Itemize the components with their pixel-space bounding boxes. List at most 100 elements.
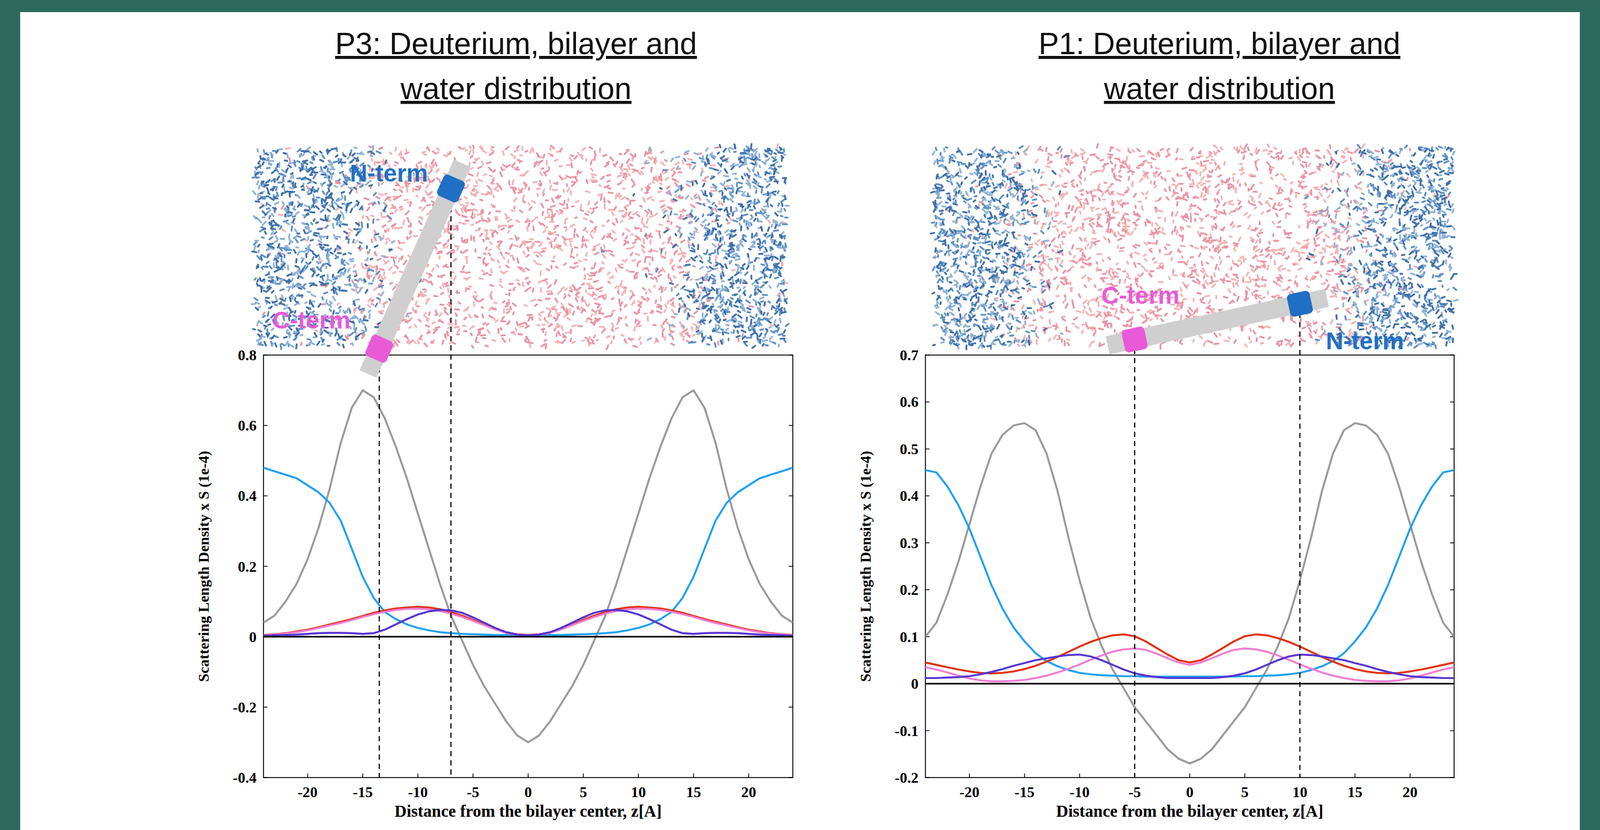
terminus-marker [435, 173, 467, 205]
series-line [925, 423, 1455, 764]
panel-title: P3: Deuterium, bilayer and water distribu… [334, 26, 698, 106]
x-tick [307, 773, 308, 778]
y-tick [788, 354, 793, 356]
x-tick-label: -5 [467, 784, 480, 801]
x-tick-label: 15 [1347, 784, 1363, 801]
x-tick-label: 20 [1402, 784, 1418, 801]
water-atoms [251, 145, 789, 348]
y-tick-label: 0.2 [900, 581, 920, 599]
panel: P3: Deuterium, bilayer and water distribu… [195, 26, 793, 821]
y-tick [1450, 730, 1455, 732]
x-tick [969, 773, 970, 778]
series-line [925, 648, 1455, 682]
term-marker-line [1299, 303, 1301, 778]
y-tick-label: -0.2 [232, 699, 257, 717]
x-tick [527, 773, 529, 778]
y-tick [925, 354, 930, 356]
y-tick [1450, 448, 1455, 450]
y-axis-title: Scattering Length Density x S (1e-4) [857, 450, 875, 683]
term-marker-line [450, 188, 452, 778]
x-tick [1079, 773, 1080, 778]
x-tick-label: 20 [741, 784, 757, 801]
panel-title: P1: Deuterium, bilayer andwater distribu… [1038, 26, 1401, 106]
y-tick-label: 0.1 [900, 629, 920, 646]
x-tick-label: -15 [352, 784, 374, 801]
y-tick [1450, 777, 1455, 778]
x-tick [417, 773, 419, 778]
terminus-label: C-term [1101, 281, 1180, 310]
y-tick [1450, 354, 1455, 356]
x-tick [693, 773, 694, 778]
x-axis-title: Distance from the bilayer center, z[A] [1056, 802, 1324, 821]
x-tick-label: 10 [1292, 784, 1308, 801]
y-tick [788, 424, 793, 426]
x-tick-label: 5 [579, 784, 587, 801]
slide-bg [20, 12, 1580, 830]
y-tick-label: -0.2 [894, 769, 919, 787]
x-tick [1354, 773, 1355, 778]
y-tick [263, 495, 268, 497]
x-tick [1024, 773, 1025, 778]
terminus-marker [1286, 290, 1315, 318]
y-axis-title: Scattering Length Density x S (1e-4) [195, 450, 213, 683]
x-tick [582, 773, 584, 778]
terminus-label: C-term [272, 306, 350, 334]
x-tick-label: -10 [407, 784, 428, 801]
y-tick-label: 0 [910, 675, 919, 693]
y-tick [1450, 401, 1455, 403]
zero-line [925, 683, 1455, 685]
x-tick-label: -10 [1069, 784, 1090, 801]
y-tick [1450, 542, 1455, 544]
y-tick [925, 495, 930, 497]
y-tick [925, 401, 930, 403]
y-tick-label: 0.4 [238, 487, 258, 505]
title-line: water distribution [400, 71, 632, 106]
y-tick [925, 542, 930, 544]
series-line [263, 608, 793, 636]
x-tick-label: 0 [524, 784, 533, 801]
y-tick [1450, 589, 1455, 591]
y-tick [788, 777, 793, 778]
series-line [925, 654, 1455, 679]
x-tick [748, 773, 749, 778]
y-tick [788, 706, 793, 708]
water-atoms [252, 144, 788, 349]
term-marker-line [378, 348, 380, 778]
frame-bg [0, 0, 1600, 830]
panel: P1: Deuterium, bilayer andwater distribu… [857, 26, 1458, 821]
series-line [925, 470, 1455, 677]
title-line: P3: Deuterium, bilayer and [334, 26, 698, 61]
x-tick [1244, 773, 1245, 778]
series-line [263, 467, 793, 635]
title-line: P1: Deuterium, bilayer and [1038, 26, 1401, 61]
y-tick-label: 0.5 [900, 441, 920, 458]
x-tick-label: 15 [686, 784, 702, 801]
y-tick [788, 495, 793, 497]
x-tick-label: -20 [959, 784, 980, 801]
x-tick [638, 773, 639, 778]
zero-line [263, 635, 793, 638]
water-atoms [252, 146, 789, 349]
plot-frame [263, 355, 793, 778]
x-tick-label: 5 [1241, 784, 1249, 801]
x-tick-label: -15 [1014, 784, 1035, 801]
y-tick [263, 566, 268, 567]
series-line [263, 390, 793, 743]
x-tick [1189, 773, 1191, 778]
y-tick-label: 0.8 [238, 347, 258, 364]
x-tick-label: 10 [630, 784, 646, 801]
y-tick-label: 0.4 [900, 487, 920, 505]
y-tick [263, 706, 268, 708]
water-atoms [930, 147, 1458, 350]
stage: P3: Deuterium, bilayer and water distribu… [0, 0, 1600, 830]
y-tick [788, 566, 793, 567]
y-tick-label: 0 [249, 629, 257, 646]
y-tick [263, 777, 268, 778]
y-tick-label: -0.4 [232, 769, 257, 787]
x-tick-label: 0 [1186, 784, 1194, 801]
terminus-label: N-term [1326, 327, 1404, 355]
terminus-label: N-term [349, 159, 428, 187]
term-marker-line [1134, 339, 1136, 778]
x-tick [362, 773, 363, 778]
y-tick-label: 0.6 [238, 417, 258, 435]
